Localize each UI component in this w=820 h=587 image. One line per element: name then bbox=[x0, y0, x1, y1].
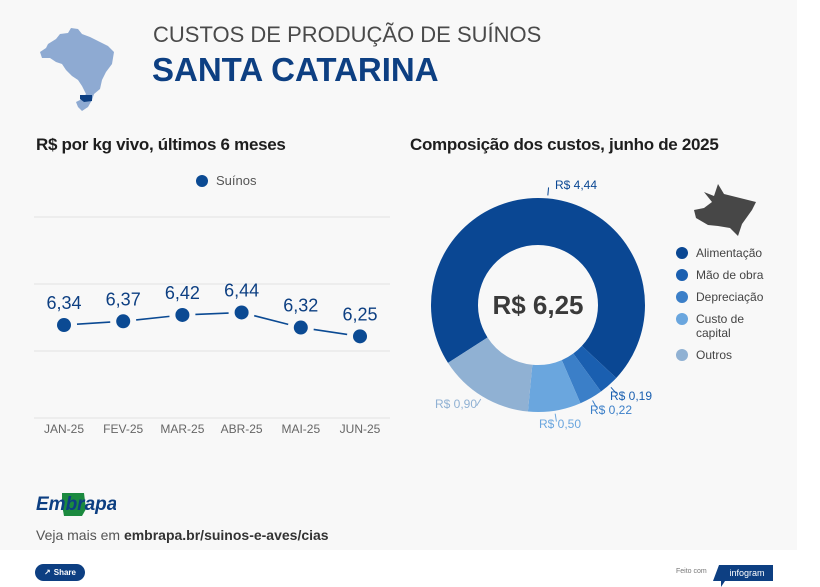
data-label: 6,25 bbox=[342, 304, 377, 324]
line-chart-title: R$ por kg vivo, últimos 6 meses bbox=[36, 135, 286, 154]
slice-mao-de-obra[interactable] bbox=[573, 345, 617, 392]
data-point-jun-25[interactable] bbox=[353, 329, 367, 344]
legend-marker bbox=[676, 291, 688, 303]
see-more-text: Veja mais em embrapa.br/suinos-e-aves/ci… bbox=[36, 527, 329, 543]
leader-line bbox=[610, 387, 617, 394]
line-chart: 6,34 6,37 6,42 6,44 6,32 6,25 JAN-25 FEV-25 MAR… bbox=[34, 216, 390, 436]
legend-item-alimentacao: Alimentação bbox=[676, 246, 786, 260]
donut-chart: R$ 4,44 R$ 0,19R$ 0,22 R$ 0,50 R$ 0,90 R$ 6… bbox=[431, 178, 652, 431]
share-icon: ↗ bbox=[44, 568, 51, 577]
legend-item-custo-de-capital: Custo de capital bbox=[676, 312, 786, 340]
donut-legend: Alimentação Mão de obra Depreciação Cust… bbox=[676, 246, 786, 370]
slice-label-alimentacao: R$ 4,44 bbox=[555, 178, 597, 192]
slice-label-depreciacao: R$ 0,22 bbox=[590, 403, 632, 417]
page-title: SANTA CATARINA bbox=[152, 51, 439, 88]
legend-marker-suinos bbox=[196, 174, 208, 187]
legend-label-suinos: Suínos bbox=[216, 173, 257, 188]
x-tick-label: FEV-25 bbox=[103, 422, 143, 436]
donut-chart-title: Composição dos custos, junho de 2025 bbox=[410, 135, 719, 154]
legend-marker bbox=[676, 313, 688, 325]
series-line-segment bbox=[76, 321, 111, 326]
donut-center-total: R$ 6,25 bbox=[492, 290, 583, 320]
legend-item-depreciacao: Depreciação bbox=[676, 290, 786, 304]
data-label: 6,42 bbox=[165, 283, 200, 303]
see-more-link[interactable]: embrapa.br/suinos-e-aves/cias bbox=[123, 527, 329, 543]
data-label: 6,32 bbox=[283, 296, 318, 316]
legend-marker bbox=[676, 247, 688, 259]
leader-line bbox=[592, 400, 597, 408]
legend-item-outros: Outros bbox=[676, 348, 786, 362]
data-point-mar-25[interactable] bbox=[175, 307, 190, 322]
leader-line bbox=[554, 413, 557, 422]
series-line-segment bbox=[313, 328, 348, 336]
x-tick-label: MAR-25 bbox=[160, 422, 204, 436]
slice-label-outros: R$ 0,90 bbox=[435, 397, 477, 411]
embrapa-logo-text: Embrapa bbox=[36, 494, 116, 515]
slice-custo-de-capital[interactable] bbox=[527, 360, 581, 412]
legend-marker bbox=[676, 349, 688, 361]
data-point-abr-25[interactable] bbox=[234, 305, 249, 320]
brazil-map-icon bbox=[40, 28, 114, 111]
x-tick-label: ABR-25 bbox=[221, 422, 263, 436]
made-with-text: Feito com bbox=[676, 568, 707, 575]
share-button[interactable]: ↗ Share bbox=[35, 564, 85, 581]
infogram-label: infogram bbox=[729, 568, 764, 578]
slice-label-custo-de-capital: R$ 0,50 bbox=[539, 417, 581, 431]
x-tick-label: MAI-25 bbox=[281, 422, 320, 436]
leader-line bbox=[476, 398, 482, 407]
legend-marker bbox=[676, 269, 688, 281]
leader-line bbox=[547, 187, 550, 196]
x-tick-label: JAN-25 bbox=[44, 422, 84, 436]
series-line-segment bbox=[136, 315, 170, 321]
legend-label: Custo de capital bbox=[696, 312, 745, 340]
data-point-jan-25[interactable] bbox=[57, 318, 71, 333]
series-line-segment bbox=[195, 312, 229, 316]
slice-alimentacao[interactable] bbox=[431, 198, 645, 378]
legend-label: Outros bbox=[696, 348, 733, 362]
series-line-segment bbox=[254, 314, 289, 326]
slice-outros[interactable] bbox=[448, 337, 533, 412]
infographic-card: CUSTOS DE PRODUÇÃO DE SUÍNOS SANTA CATAR… bbox=[34, 22, 786, 543]
legend-label: Mão de obra bbox=[696, 268, 764, 282]
data-point-fev-25[interactable] bbox=[116, 314, 131, 329]
data-label: 6,37 bbox=[106, 289, 141, 309]
infogram-badge[interactable]: infogram bbox=[711, 563, 773, 587]
pig-head-icon bbox=[694, 184, 756, 236]
header-kicker: CUSTOS DE PRODUÇÃO DE SUÍNOS bbox=[153, 22, 542, 47]
see-more-prefix: Veja mais em bbox=[36, 527, 124, 543]
data-point-mai-25[interactable] bbox=[293, 320, 308, 335]
embrapa-logo[interactable]: Embrapa bbox=[36, 491, 116, 517]
share-label: Share bbox=[53, 568, 76, 577]
data-label: 6,34 bbox=[46, 293, 81, 313]
legend-label: Depreciação bbox=[696, 290, 764, 304]
x-tick-label: JUN-25 bbox=[340, 422, 381, 436]
slice-label-mao-de-obra: R$ 0,19 bbox=[610, 389, 652, 403]
legend-label: Alimentação bbox=[696, 246, 763, 260]
slice-depreciacao[interactable] bbox=[561, 353, 601, 404]
brazil-shape bbox=[40, 28, 114, 111]
data-label: 6,44 bbox=[224, 280, 259, 300]
santa-catarina-shape bbox=[80, 95, 92, 102]
line-chart-legend: Suínos bbox=[196, 173, 256, 188]
legend-item-mao-de-obra: Mão de obra bbox=[676, 268, 786, 282]
